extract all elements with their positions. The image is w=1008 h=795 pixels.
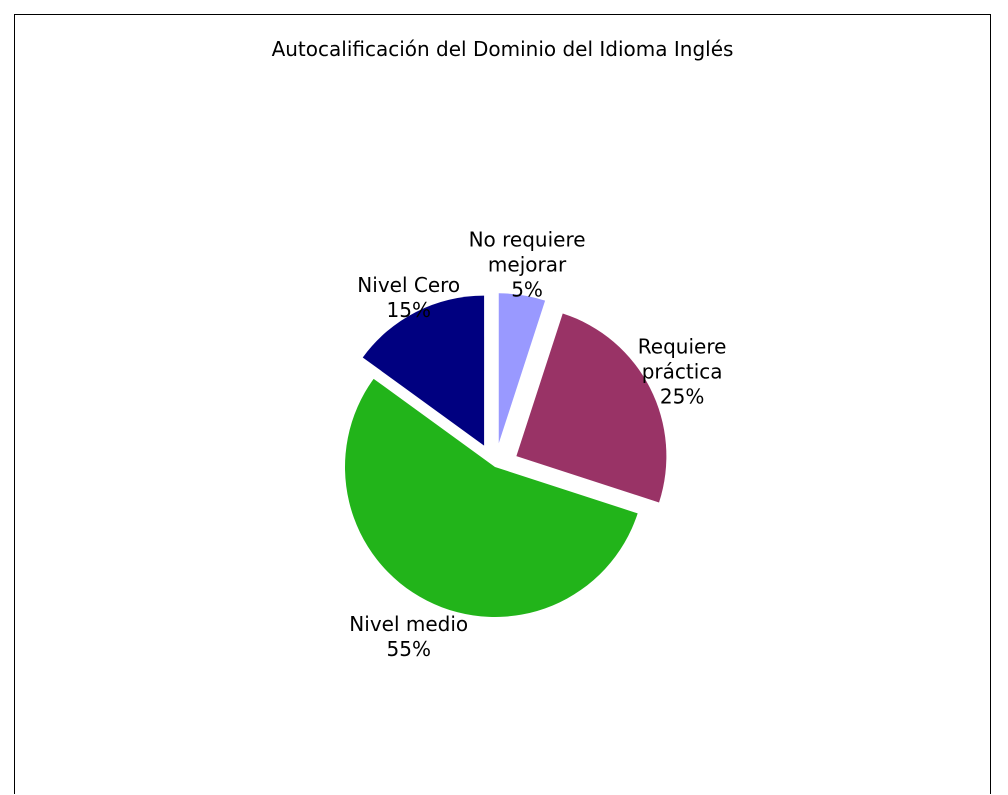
pie-slice-no-requiere-mejorar bbox=[498, 293, 546, 444]
pie-label-requiere-practica: Requiere práctica 25% bbox=[638, 335, 727, 409]
pie-slice-nivel-cero bbox=[362, 295, 485, 446]
pie-label-no-requiere-mejorar: No requiere mejorar 5% bbox=[469, 228, 586, 302]
pie-label-nivel-medio: Nivel medio 55% bbox=[349, 612, 468, 661]
chart-frame: Autocalificación del Dominio del Idioma … bbox=[14, 14, 991, 794]
chart-title: Autocalificación del Dominio del Idioma … bbox=[271, 37, 734, 61]
pie-slice-nivel-medio bbox=[344, 378, 638, 618]
pie-label-nivel-cero: Nivel Cero 15% bbox=[357, 273, 460, 322]
pie-slice-requiere-practica bbox=[516, 313, 667, 503]
pie-chart: No requiere mejorar 5% Requiere práctica 25% N… bbox=[344, 228, 727, 661]
